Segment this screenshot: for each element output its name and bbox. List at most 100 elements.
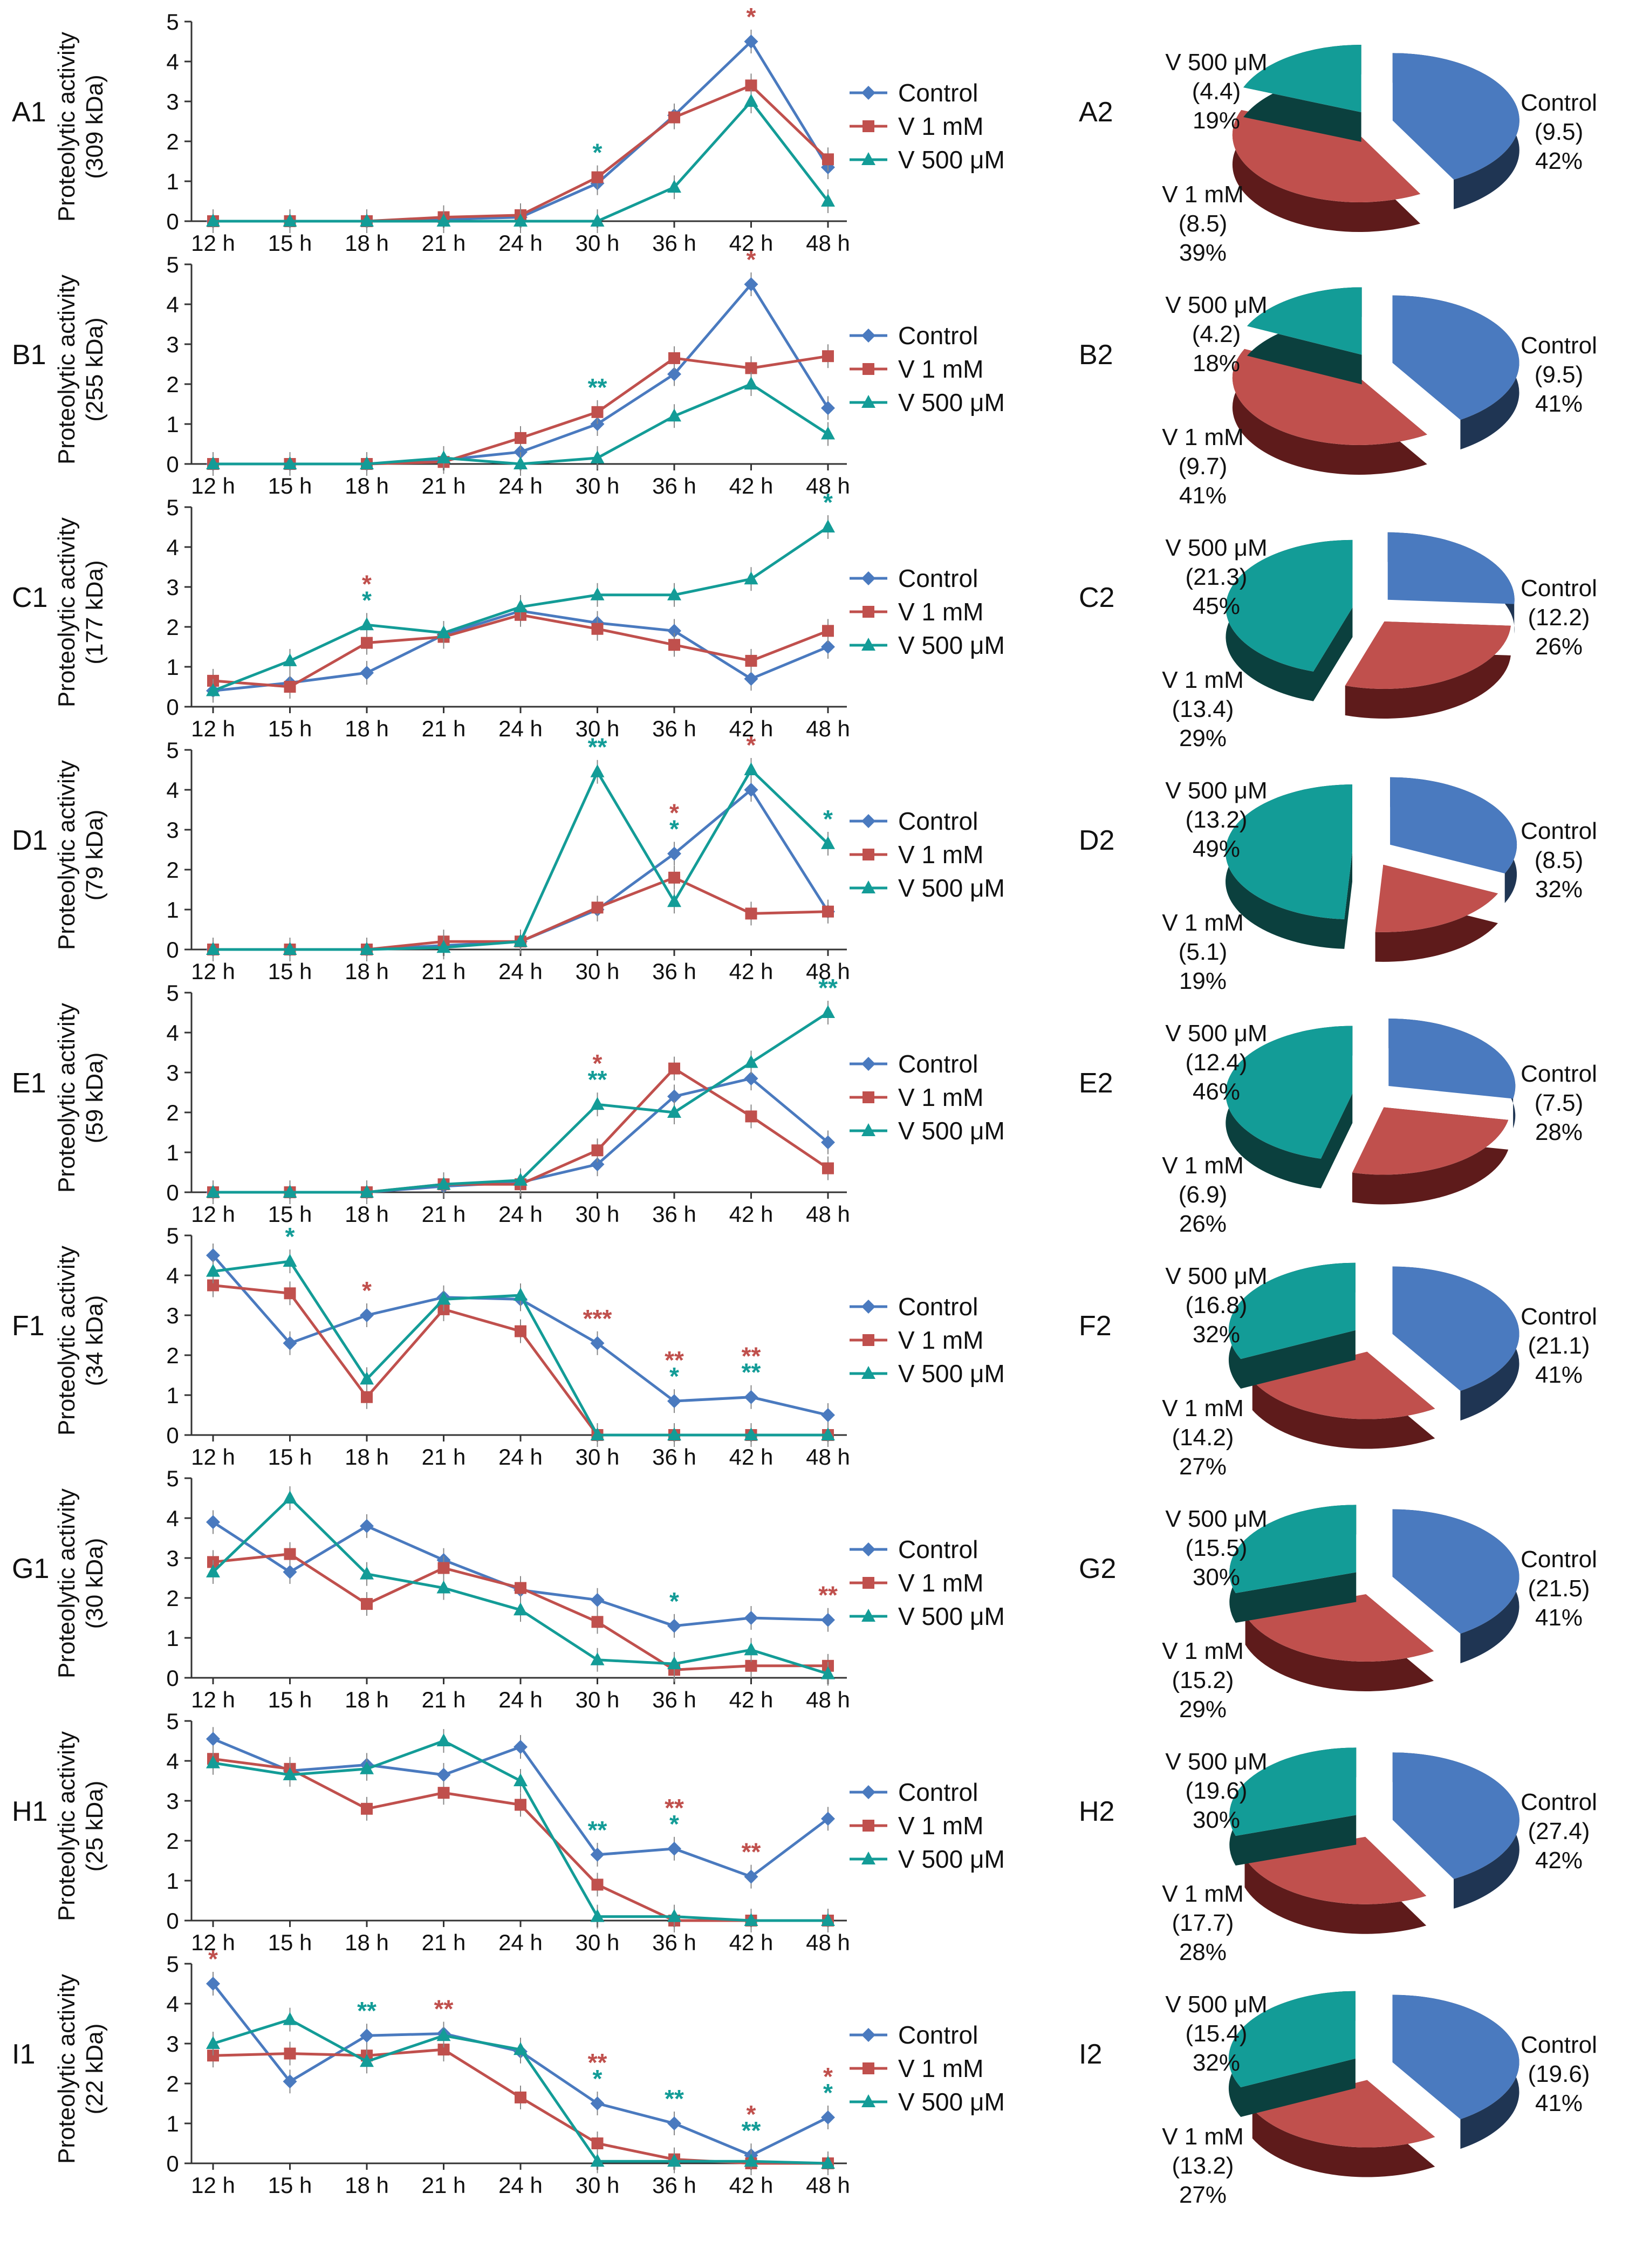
pie-label-line: (9.5) [1535,119,1583,145]
point-v500uM [590,587,605,600]
point-v500uM [514,599,528,612]
pie-label-line: (21.3) [1186,564,1248,590]
point-v500uM [667,1105,681,1118]
point-v1mM [745,654,757,667]
significance-marker: ** [742,1342,761,1370]
y-tick-label: 3 [166,1303,179,1328]
point-v1mM [745,1659,757,1672]
point-v1mM [515,1582,526,1594]
point-v500uM [667,1656,681,1670]
legend-marker [863,606,874,618]
pie-label-line: V 500 μM [1165,535,1267,561]
y-axis-label-line: (25 kDa) [81,1781,108,1872]
point-v500uM [360,1566,374,1580]
significance-marker: ** [588,1816,607,1844]
point-control [744,1611,758,1625]
y-tick-label: 5 [166,1466,179,1491]
significance-marker: * [747,245,756,274]
x-tick-label: 24 h [498,1687,543,1712]
significance-marker: * [823,2079,833,2107]
pie-slice-control [1388,1019,1516,1099]
point-v500uM [206,1755,220,1768]
pie-chart: Control (9.5) 42% V 1 mM (8.5) 39% V 500 μM (4.… [1162,44,1597,266]
pie-label-line: Control [1521,575,1597,602]
legend-label: Control [898,79,978,107]
pie-panel-label: A2 [1079,97,1113,128]
x-tick-label: 21 h [422,1930,466,1955]
significance-marker: * [669,815,679,843]
point-v500uM [667,408,681,422]
legend-marker [861,2028,875,2042]
point-v1mM [822,1162,834,1174]
significance-marker: ** [588,1065,607,1094]
pie-label-v500uM: V 500 μM (15.4) 32% [1165,1991,1267,2076]
point-v500uM [360,1185,374,1198]
significance-marker: * [208,1945,218,1973]
pie-label-line: (13.2) [1186,807,1248,833]
significance-marker: * [669,1362,679,1390]
pie-label-line: 26% [1179,1211,1227,1237]
point-control [206,1977,220,1991]
pie-label-line: (12.2) [1528,604,1590,631]
significance-marker: * [593,139,603,167]
x-tick-label: 15 h [268,959,312,984]
pie-label-line: V 500 μM [1165,49,1267,76]
x-tick-label: 42 h [729,1444,773,1470]
pie-label-v1mM: V 1 mM (6.9) 26% [1162,1152,1244,1237]
point-v1mM [591,623,604,635]
pie-label-v500uM: V 500 μM (4.2) 18% [1165,292,1267,377]
pie-label-line: V 1 mM [1162,1395,1244,1422]
pie-label-v1mM: V 1 mM (13.4) 29% [1162,667,1244,752]
significance-marker: * [823,2062,833,2091]
legend-marker [861,638,875,651]
legend-label: V 1 mM [898,1569,983,1597]
pie-panel-label: C2 [1079,582,1114,613]
legend-marker [861,1057,875,1071]
point-v1mM [361,1391,373,1403]
point-v500uM [514,1172,528,1186]
x-tick-label: 36 h [652,1930,696,1955]
pie-label-line: V 1 mM [1162,2123,1244,2150]
panel-label: E1 [12,1068,46,1099]
point-v500uM [283,1185,297,1198]
pie-label-line: V 1 mM [1162,1152,1244,1179]
point-v1mM [361,1802,373,1815]
point-v500uM [821,1913,835,1926]
point-v500uM [360,617,374,631]
pie-label-line: 42% [1535,1847,1583,1874]
pie-slice-v1mM [1345,621,1511,689]
pie-label-line: (16.8) [1186,1292,1248,1319]
pie-label-line: 27% [1179,1453,1227,1480]
legend-label: V 500 μM [898,146,1005,174]
legend-label: V 500 μM [898,1360,1005,1388]
point-v500uM [436,1733,451,1746]
pie-label-v1mM: V 1 mM (17.7) 28% [1162,1881,1244,1965]
legend-marker [863,1820,874,1832]
pie-label-line: 46% [1193,1078,1240,1105]
point-v500uM [283,653,297,666]
point-control [360,666,374,680]
x-tick-label: 42 h [729,230,773,256]
legend-marker [861,1852,875,1864]
pie-label-line: 32% [1535,876,1583,903]
pie-slice-v500uM [1247,287,1362,355]
point-v500uM [283,1767,297,1780]
x-tick-label: 18 h [345,1444,389,1470]
x-tick-label: 36 h [652,2173,696,2198]
legend-label: V 500 μM [898,2088,1005,2116]
y-tick-label: 5 [166,9,179,35]
y-axis-label-line: Proteolytic activity [53,760,80,950]
x-tick-label: 12 h [191,2173,235,2198]
point-v500uM [590,1652,605,1665]
x-tick-label: 12 h [191,959,235,984]
x-tick-label: 36 h [652,473,696,498]
point-v500uM [436,1177,451,1190]
point-v1mM [361,1598,373,1610]
significance-marker: * [669,798,679,826]
legend-marker [863,120,874,132]
pie-label-line: (19.6) [1528,2061,1590,2087]
legend-label: Control [898,2021,978,2049]
x-tick-label: 36 h [652,230,696,256]
pie-label-line: (8.5) [1535,847,1583,873]
